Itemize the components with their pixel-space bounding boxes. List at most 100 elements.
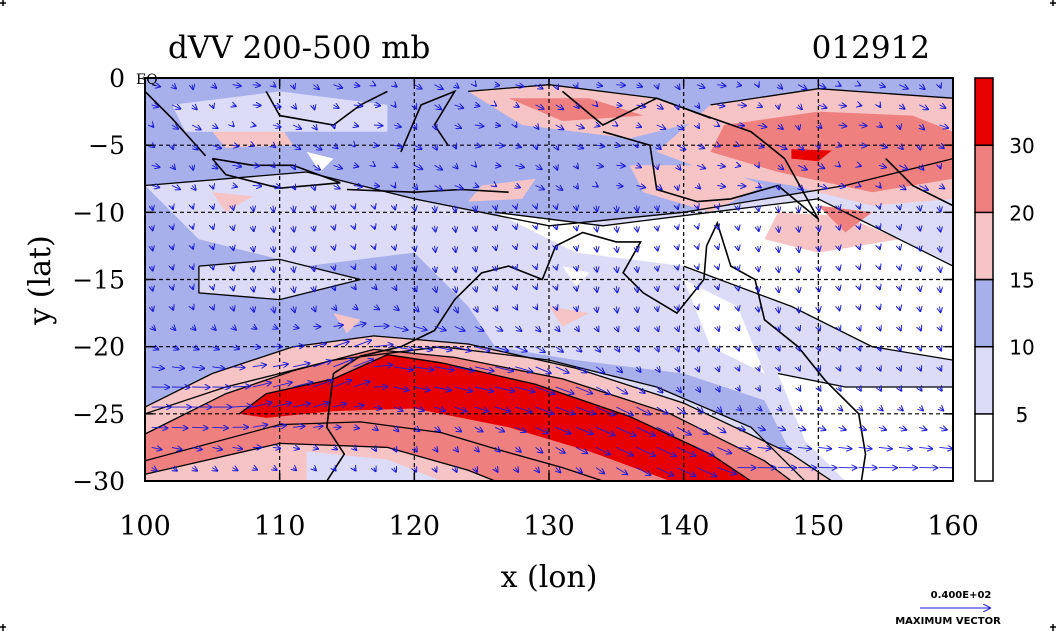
wind-vector-154 (293, 363, 309, 367)
wind-vector-9 (152, 266, 153, 271)
shade-region-23 (333, 313, 361, 334)
wind-vector-287 (435, 225, 436, 232)
wind-vector-347 (495, 226, 496, 230)
wind-vector-50 (192, 286, 193, 289)
wind-vector-767 (919, 226, 920, 231)
y-tick-label: −15 (72, 266, 125, 295)
wind-vector-427 (576, 226, 577, 231)
wind-vector-231 (374, 306, 379, 309)
reference-vector-value: 0.400E+02 (931, 590, 992, 601)
contour-line-6 (495, 198, 953, 267)
wind-vector-780 (940, 85, 941, 88)
wind-vector-432 (576, 327, 579, 332)
coastline-segment-3 (145, 90, 207, 157)
wind-vector-648 (798, 245, 799, 252)
wind-vector-367 (515, 226, 516, 229)
wind-vector-694 (839, 367, 841, 371)
wind-vector-658 (798, 447, 811, 448)
wind-vector-415 (555, 386, 574, 394)
wind-vector-423 (575, 145, 583, 148)
wind-vector-225 (374, 186, 379, 187)
wind-vector-198 (334, 447, 338, 449)
wind-vector-758 (899, 447, 912, 448)
wind-vector-247 (394, 226, 395, 230)
wind-vector-256 (393, 407, 403, 411)
wind-vector-138 (272, 447, 280, 448)
wind-vector-633 (778, 347, 780, 351)
wind-vector-557 (696, 426, 708, 434)
wind-vector-632 (778, 327, 780, 331)
wind-vector-506 (657, 206, 658, 211)
wind-vector-177 (313, 426, 322, 427)
colorbar-label: 10 (1009, 336, 1034, 360)
wind-vector-212 (353, 323, 366, 326)
wind-vector-180 (333, 85, 343, 88)
wind-vector-416 (555, 406, 575, 414)
wind-vector-546 (697, 206, 698, 209)
wind-vector-428 (576, 246, 577, 251)
wind-vector-31 (172, 306, 173, 309)
wind-vector-419 (556, 468, 561, 473)
wind-vector-601 (758, 105, 762, 107)
wind-vector-195 (333, 380, 352, 388)
wind-vector-737 (878, 427, 886, 430)
wind-vector-299 (435, 468, 437, 472)
wind-vector-798 (939, 447, 953, 448)
wind-vector-383 (536, 145, 537, 149)
wind-vector-405 (555, 186, 563, 190)
wind-vector-271 (414, 306, 418, 311)
wind-vector-602 (757, 125, 767, 127)
wind-vector-79 (212, 468, 217, 471)
wind-vector-530 (677, 286, 678, 290)
wind-vector-86 (233, 206, 234, 210)
wind-vector-721 (879, 105, 880, 107)
wind-vector-410 (556, 286, 557, 289)
wind-vector-614 (758, 367, 760, 371)
wind-vector-114 (252, 365, 266, 367)
wind-vector-583 (738, 145, 740, 146)
wind-vector-8 (152, 246, 153, 251)
wind-vector-581 (737, 105, 746, 106)
chart-title: dVV 200-500 mb (168, 30, 430, 66)
wind-vector-666 (818, 206, 819, 211)
wind-vector-544 (696, 165, 705, 168)
wind-vector-330 (475, 286, 477, 291)
wind-vector-280 (434, 85, 443, 89)
wind-vector-594 (738, 367, 740, 371)
wind-vector-202 (354, 125, 359, 126)
wind-vector-130 (273, 286, 274, 292)
wind-vector-135 (272, 382, 292, 388)
wind-vector-327 (475, 226, 476, 231)
wind-vector-718 (858, 447, 872, 448)
wind-vector-531 (677, 306, 678, 310)
wind-vector-467 (616, 225, 617, 232)
wind-vector-425 (576, 186, 578, 189)
wind-vector-466 (616, 205, 617, 212)
wind-vector-686 (839, 206, 840, 210)
wind-vector-742 (899, 125, 900, 129)
wind-vector-653 (798, 347, 800, 351)
shade-region-8 (239, 354, 752, 481)
wind-vector-65 (212, 186, 213, 189)
wind-vector-710 (859, 286, 860, 289)
wind-vector-41 (192, 105, 197, 109)
wind-vector-308 (455, 245, 456, 252)
shade-region-16 (791, 149, 832, 162)
wind-vector-476 (616, 406, 633, 415)
wind-vector-446 (596, 205, 597, 212)
wind-vector-786 (940, 205, 941, 212)
wind-vector-429 (576, 266, 577, 271)
wind-vector-248 (394, 246, 395, 250)
wind-vector-0 (151, 85, 160, 87)
wind-vector-673 (818, 347, 820, 351)
wind-vector-103 (253, 145, 254, 146)
wind-vector-406 (556, 206, 557, 209)
wind-vector-488 (637, 245, 638, 252)
wind-vector-196 (333, 404, 347, 408)
wind-vector-569 (717, 266, 718, 269)
wind-vector-382 (536, 125, 539, 129)
y-axis: 0 −5 −10 −15 −20 −25 −30 (72, 64, 953, 496)
wind-vector-444 (596, 165, 603, 166)
wind-vector-44 (192, 165, 193, 170)
wind-vector-309 (455, 266, 456, 272)
